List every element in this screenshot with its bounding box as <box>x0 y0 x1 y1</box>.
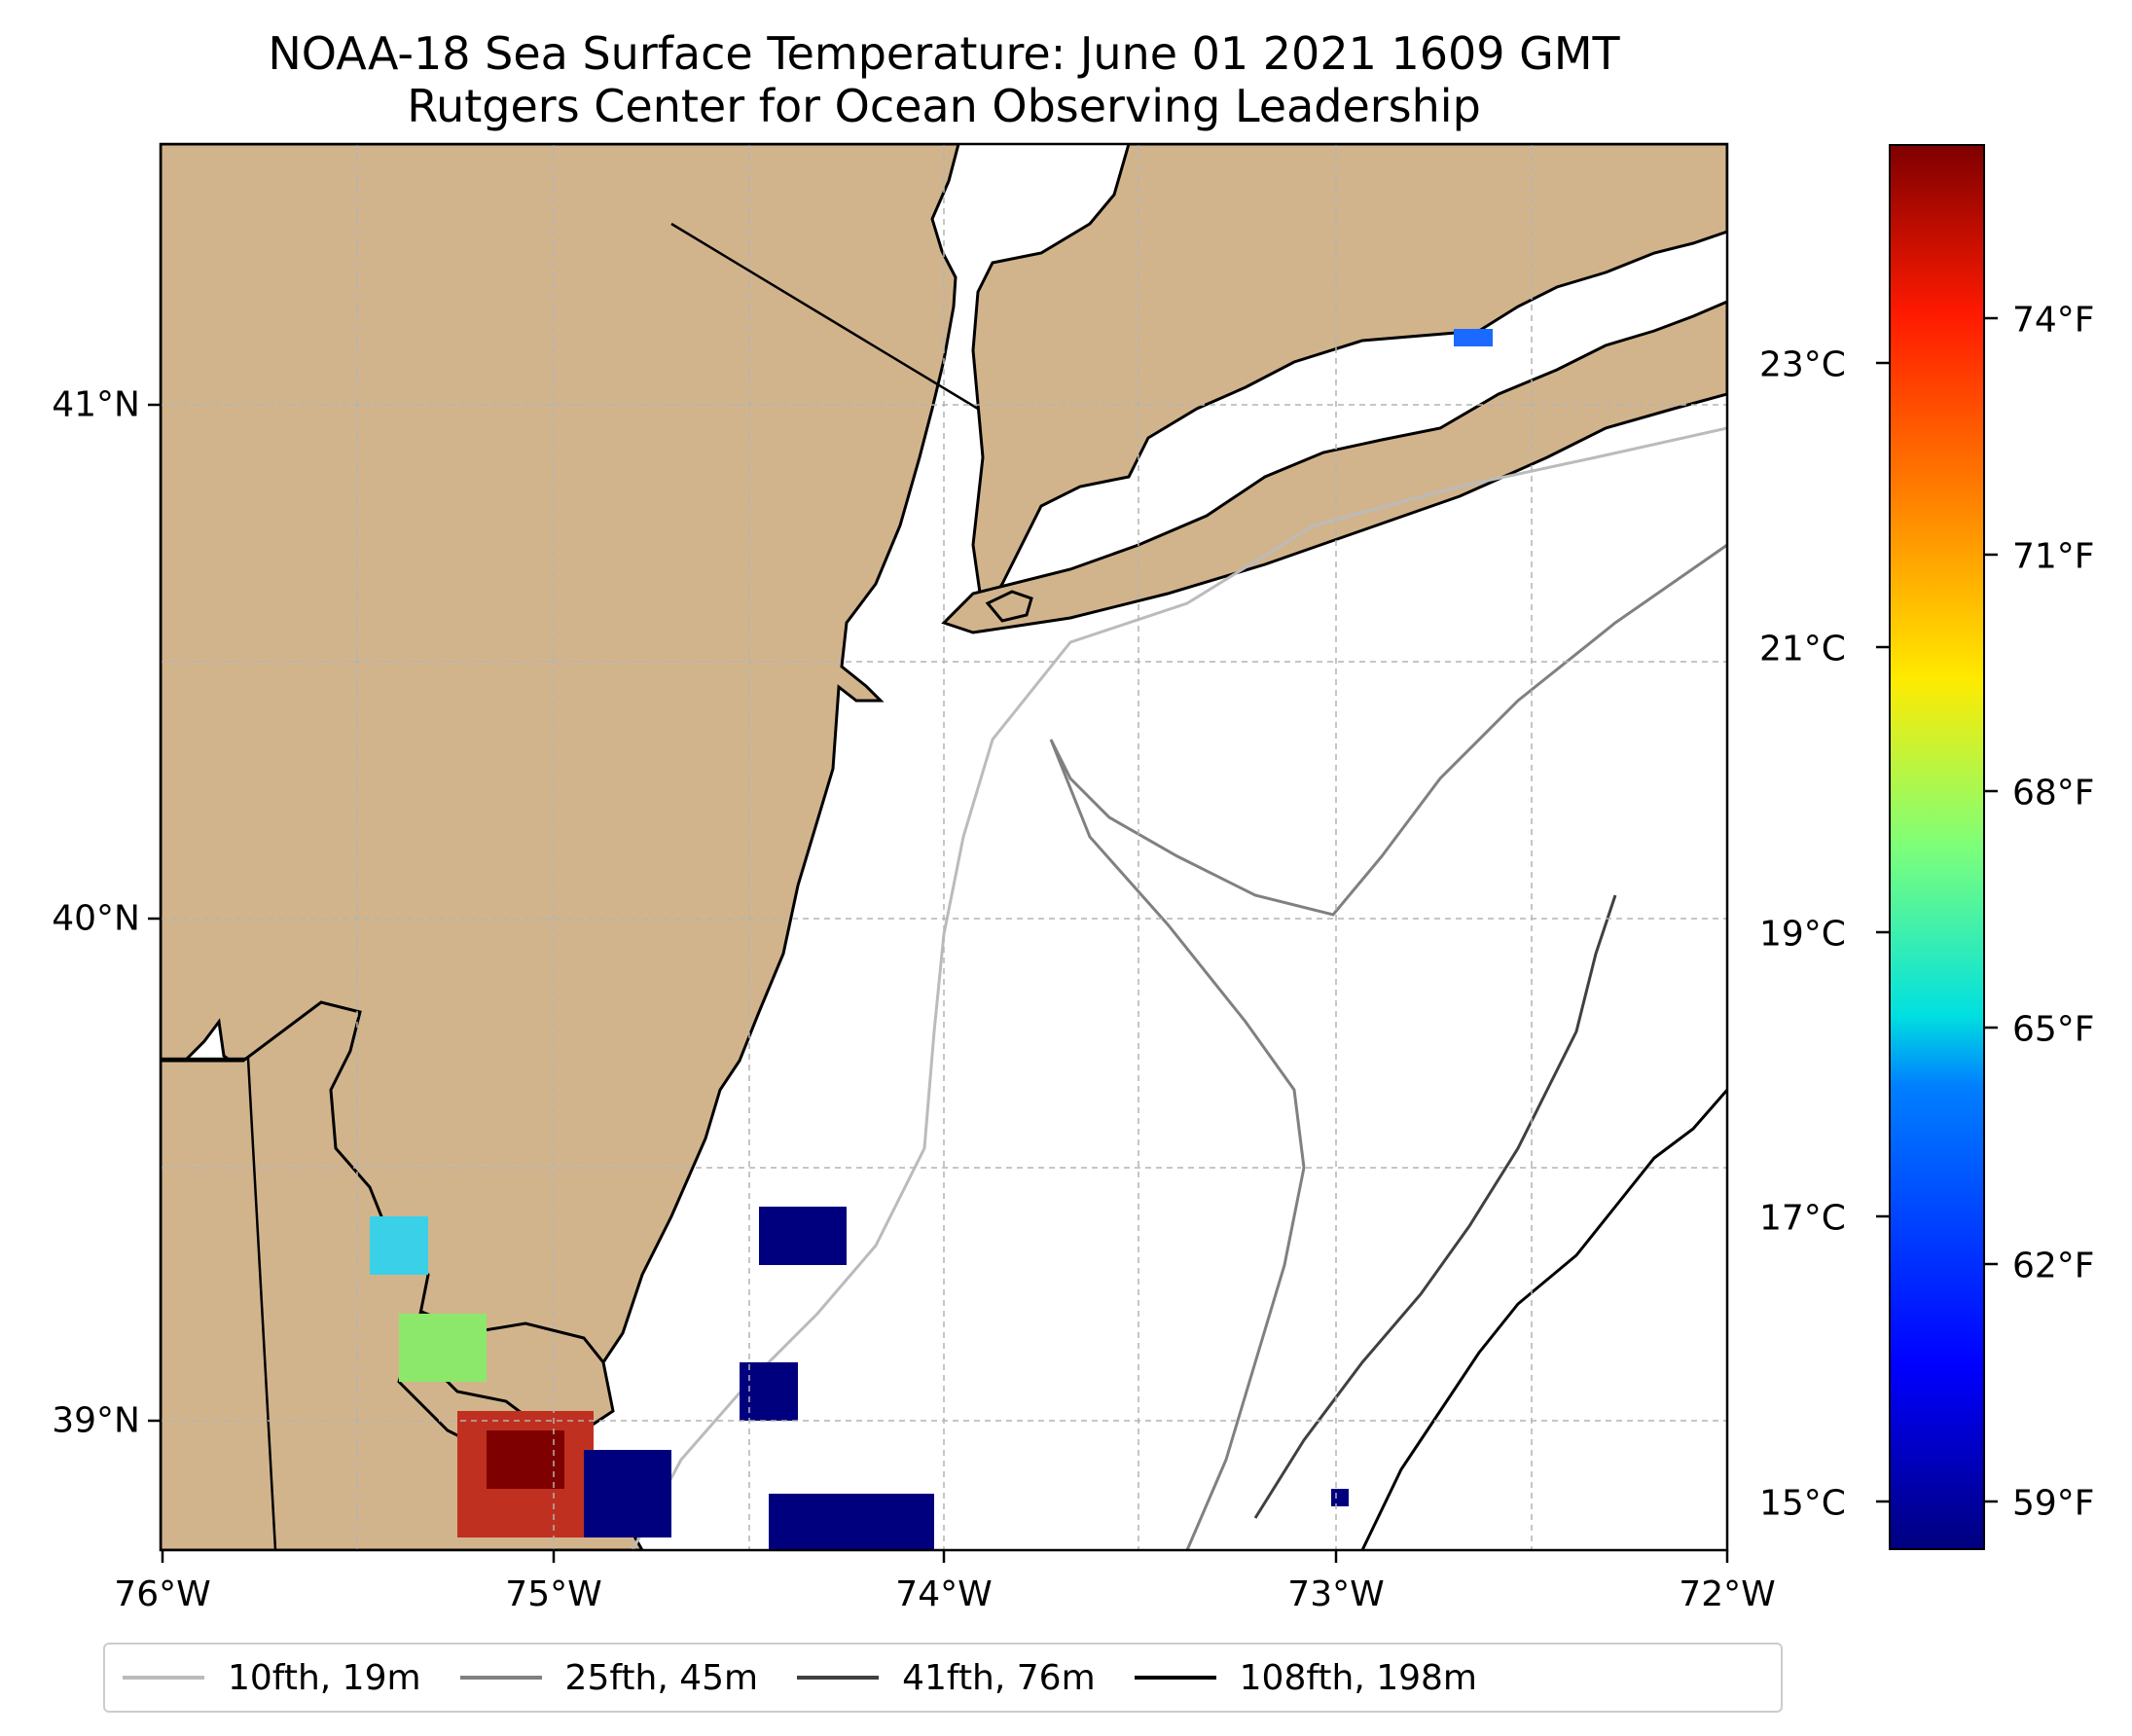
lon-tick-label: 72°W <box>1679 1574 1776 1614</box>
land-staten <box>985 590 1033 623</box>
state-border-ny-nj <box>670 222 979 411</box>
colorbar-celsius-label: 17°C <box>1759 1198 1846 1239</box>
legend-line-swatch <box>1134 1676 1216 1680</box>
legend-item-25fth: 25fth, 45m <box>459 1657 759 1698</box>
legend-label: 108fth, 198m <box>1239 1657 1477 1698</box>
isobath-41fth <box>1253 894 1617 1519</box>
isobath-25fth <box>1049 543 1727 1550</box>
colorbar-fahrenheit-label: 71°F <box>2012 536 2095 577</box>
legend-line-swatch <box>123 1676 204 1680</box>
isobath-10fth <box>631 426 1727 1550</box>
legend-label: 10fth, 19m <box>228 1657 421 1698</box>
legend-item-41fth: 41fth, 76m <box>797 1658 1096 1698</box>
sst-patch-del-bay-upper <box>370 1216 428 1275</box>
colorbar-fahrenheit-label: 59°F <box>2012 1483 2095 1524</box>
temperature-colorbar <box>1889 144 1985 1550</box>
legend-item-10fth: 10fth, 19m <box>123 1658 421 1698</box>
lat-tick-label: 40°N <box>52 898 140 939</box>
lon-tick-label: 76°W <box>114 1574 211 1614</box>
colorbar-fahrenheit-label: 62°F <box>2012 1246 2095 1286</box>
sst-patch-cape-2 <box>487 1430 564 1489</box>
lon-tick-label: 74°W <box>895 1574 993 1614</box>
chart-title: NOAA-18 Sea Surface Temperature: June 01… <box>268 27 1620 80</box>
colorbar-celsius-label: 15°C <box>1759 1483 1846 1524</box>
sst-patch-lis <box>1454 329 1493 346</box>
legend-line-swatch <box>797 1676 880 1680</box>
legend-label: 25fth, 45m <box>564 1657 759 1698</box>
axis-ticks <box>148 403 1729 1563</box>
chart-subtitle: Rutgers Center for Ocean Observing Leade… <box>407 80 1481 132</box>
lon-tick-label: 75°W <box>505 1574 602 1614</box>
colorbar-celsius-label: 19°C <box>1759 914 1846 955</box>
colorbar-fahrenheit-label: 68°F <box>2012 773 2095 814</box>
legend-item-108fth: 108fth, 198m <box>1134 1657 1477 1698</box>
state-border-de <box>161 1057 277 1550</box>
colorbar-fahrenheit-label: 74°F <box>2012 300 2095 341</box>
colorbar-celsius-label: 23°C <box>1759 344 1846 385</box>
sst-patch-del-bay-mid <box>399 1314 487 1382</box>
gridlines <box>161 144 1727 1550</box>
colorbar-fahrenheit-label: 65°F <box>2012 1009 2095 1050</box>
legend-line-swatch <box>459 1676 542 1680</box>
colorbar-celsius-label: 21°C <box>1759 629 1846 669</box>
isobath-108fth <box>1360 1089 1727 1550</box>
legend-label: 41fth, 76m <box>902 1657 1096 1698</box>
sst-patch-south <box>769 1494 934 1550</box>
lon-tick-label: 73°W <box>1287 1574 1385 1614</box>
lat-tick-label: 39°N <box>52 1400 140 1441</box>
sst-patch-cape-3 <box>584 1450 671 1537</box>
sst-patch-coast-1 <box>759 1207 847 1265</box>
lat-tick-label: 41°N <box>52 384 140 425</box>
isobath-legend: 10fth, 19m 25fth, 45m 41fth, 76m 108fth,… <box>103 1643 1783 1713</box>
